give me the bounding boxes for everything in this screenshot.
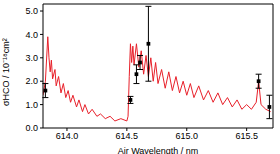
svg-text:5.0: 5.0	[25, 6, 38, 16]
svg-text:2.0: 2.0	[25, 76, 38, 86]
svg-text:σHCO / 10⁻¹⁸cm²: σHCO / 10⁻¹⁸cm²	[8, 38, 11, 106]
svg-text:614.0: 614.0	[56, 131, 79, 141]
svg-text:615.0: 615.0	[175, 131, 198, 141]
svg-text:Air Wavelength / nm: Air Wavelength / nm	[118, 146, 199, 154]
svg-text:615.5: 615.5	[235, 131, 258, 141]
svg-text:614.5: 614.5	[116, 131, 139, 141]
svg-text:3.0: 3.0	[25, 53, 38, 63]
svg-text:0.0: 0.0	[25, 123, 38, 133]
svg-text:1.0: 1.0	[25, 100, 38, 110]
svg-text:4.0: 4.0	[25, 30, 38, 40]
